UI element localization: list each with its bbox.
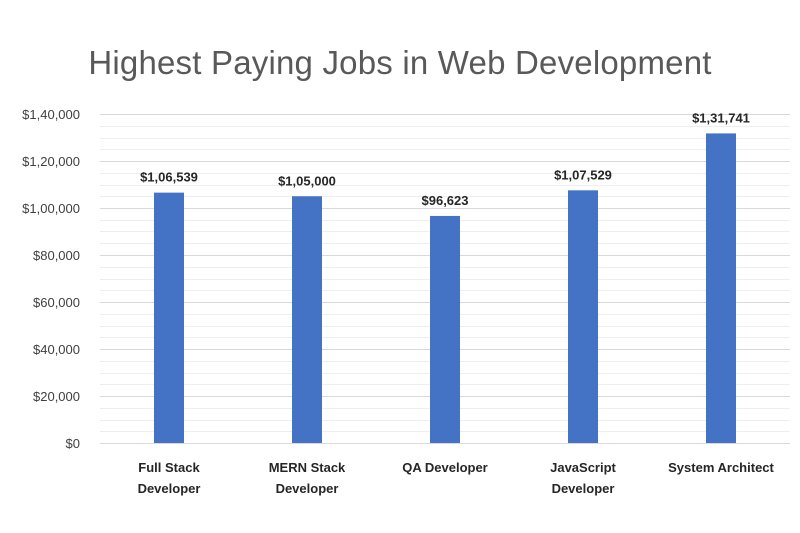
data-labels: $1,06,539 $1,05,000 $96,623 $1,07,529 $1,31,… [140, 110, 750, 208]
category-label: System Architect [668, 460, 774, 475]
y-tick-label: $20,000 [33, 389, 80, 404]
x-axis-category-labels: Full Stack Developer MERN Stack Developer QA… [138, 460, 775, 496]
bar [292, 196, 322, 443]
category-label: JavaScript Developer [550, 460, 616, 496]
bar [706, 133, 736, 444]
y-tick-label: $1,00,000 [22, 201, 80, 216]
y-tick-label: $40,000 [33, 342, 80, 357]
category-label-line: Developer [552, 481, 615, 496]
data-label: $1,31,741 [692, 110, 750, 125]
bar [430, 215, 460, 443]
category-label-line: System Architect [668, 460, 774, 475]
chart-title: Highest Paying Jobs in Web Development [88, 44, 712, 81]
y-axis-tick-labels: $0 $20,000 $40,000 $60,000 $80,000 $1,00,000 $… [22, 107, 80, 451]
data-label: $1,07,529 [554, 167, 612, 182]
bar [154, 192, 184, 443]
data-label: $1,05,000 [278, 173, 336, 188]
category-label-line: MERN Stack [269, 460, 346, 475]
y-tick-label: $60,000 [33, 295, 80, 310]
y-tick-label: $80,000 [33, 248, 80, 263]
y-tick-label: $1,40,000 [22, 107, 80, 122]
bar [568, 190, 598, 443]
data-label: $1,06,539 [140, 170, 198, 185]
category-label-line: Developer [138, 481, 201, 496]
category-label-line: Developer [276, 481, 339, 496]
category-label-line: Full Stack [138, 460, 200, 475]
bars [154, 133, 736, 444]
y-tick-label: $0 [66, 436, 80, 451]
category-label-line: QA Developer [402, 460, 488, 475]
category-label: MERN Stack Developer [269, 460, 346, 496]
data-label: $96,623 [422, 193, 469, 208]
category-label: QA Developer [402, 460, 488, 475]
y-tick-label: $1,20,000 [22, 154, 80, 169]
category-label-line: JavaScript [550, 460, 616, 475]
category-label: Full Stack Developer [138, 460, 201, 496]
